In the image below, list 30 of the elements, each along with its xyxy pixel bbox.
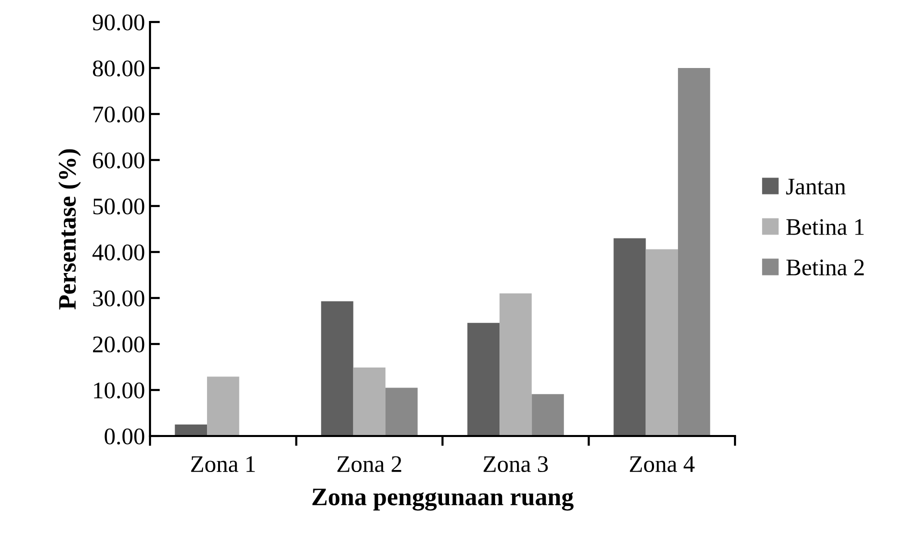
y-tick-label: 90.00 bbox=[92, 14, 144, 31]
legend-label: Betina 2 bbox=[786, 260, 864, 276]
y-axis-title: Persentase (%) bbox=[58, 149, 81, 310]
bar bbox=[207, 376, 240, 436]
x-axis-title: Zona penggunaan ruang bbox=[312, 488, 574, 511]
x-tick-label: Zona 2 bbox=[337, 456, 402, 472]
bar bbox=[353, 367, 386, 436]
legend-label: Jantan bbox=[786, 178, 846, 195]
x-tick-label: Zona 3 bbox=[484, 456, 548, 472]
y-tick-label: 60.00 bbox=[93, 152, 144, 169]
bar bbox=[321, 301, 354, 436]
y-tick-label: 0.00 bbox=[104, 428, 144, 445]
x-tick-label: Zona 1 bbox=[191, 456, 255, 472]
bar bbox=[467, 322, 500, 436]
x-tick-label: Zona 4 bbox=[630, 456, 695, 472]
y-tick-label: 70.00 bbox=[94, 106, 144, 123]
y-tick-label: 30.00 bbox=[93, 290, 144, 307]
bar bbox=[646, 249, 678, 436]
y-tick-label: 20.00 bbox=[93, 336, 144, 353]
bar bbox=[174, 424, 208, 436]
y-tick-label: 80.00 bbox=[92, 60, 144, 77]
y-tick-label: 50.00 bbox=[93, 198, 144, 215]
y-tick-label: 40.00 bbox=[92, 244, 144, 261]
bar bbox=[500, 293, 532, 436]
bar bbox=[532, 394, 564, 436]
bar bbox=[678, 68, 710, 436]
bar bbox=[614, 238, 646, 436]
bar bbox=[385, 388, 418, 436]
y-tick-label: 10.00 bbox=[94, 382, 144, 399]
legend-label: Betina 1 bbox=[786, 219, 864, 235]
